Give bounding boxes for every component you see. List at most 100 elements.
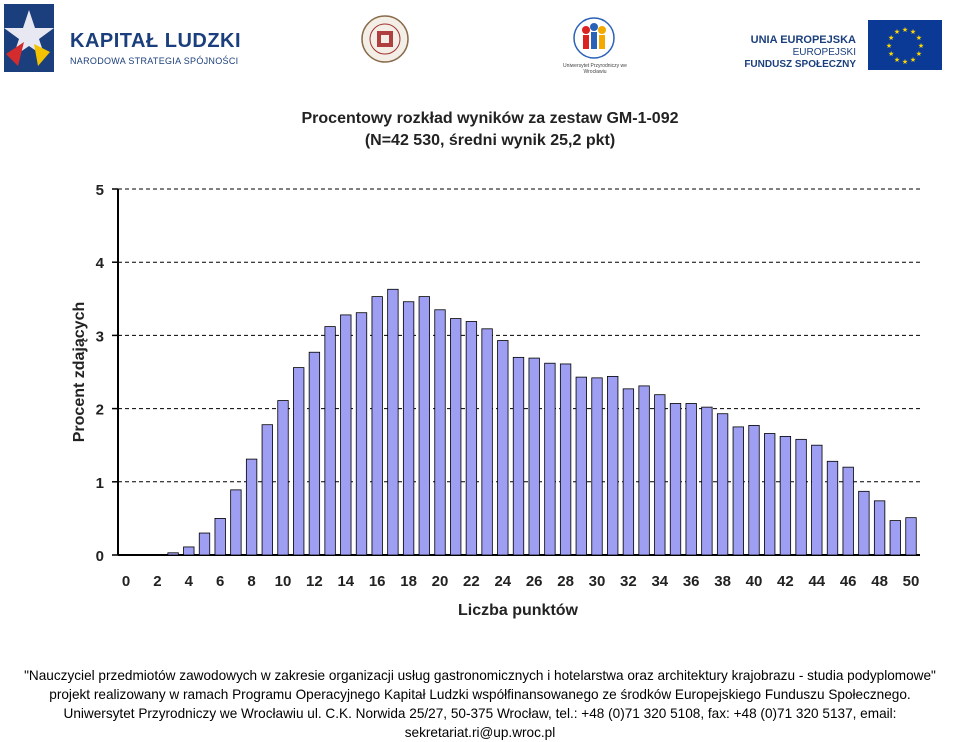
eu-line2: EUROPEJSKI: [792, 47, 856, 58]
bar-10: [277, 400, 289, 556]
bar-32: [622, 388, 635, 556]
footer-line4: sekretariat.ri@up.wroc.pl: [404, 725, 556, 740]
x-tick-label: 12: [306, 573, 323, 590]
x-tick-label: 46: [840, 573, 857, 590]
eu-star-icon: ★: [886, 42, 892, 50]
eu-line3: FUNDUSZ SPOŁECZNY: [744, 59, 856, 70]
footer-line3: Uniwersytet Przyrodniczy we Wrocławiu ul…: [63, 706, 897, 721]
bar-9: [261, 424, 273, 556]
kapital-ludzki-star-icon: [4, 4, 54, 72]
bar-12: [308, 351, 321, 556]
x-tick-label: 8: [247, 573, 255, 590]
bar-46: [842, 466, 854, 556]
y-tick-label: 4: [96, 255, 105, 272]
bar-15: [355, 312, 368, 556]
bar-34: [654, 394, 666, 556]
eu-star-icon: ★: [916, 50, 922, 58]
bar-47: [858, 490, 870, 556]
eu-star-icon: ★: [902, 26, 908, 34]
bar-21: [450, 318, 462, 556]
people-icon: [573, 17, 615, 59]
logo-bar: KAPITAŁ LUDZKI NARODOWA STRATEGIA SPÓJNO…: [0, 0, 960, 80]
eu-star-icon: ★: [894, 56, 900, 64]
kapital-ludzki-logo: KAPITAŁ LUDZKI NARODOWA STRATEGIA SPÓJNO…: [4, 4, 254, 74]
x-tick-label: 16: [369, 573, 386, 590]
bar-18: [402, 301, 415, 556]
y-tick-label: 2: [96, 402, 104, 419]
eu-star-icon: ★: [894, 28, 900, 36]
bar-45: [826, 460, 839, 556]
x-tick-label: 20: [432, 573, 449, 590]
bar-27: [544, 362, 556, 556]
x-tick-label: 14: [337, 573, 354, 590]
footer: "Nauczyciel przedmiotów zawodowych w zak…: [0, 666, 960, 742]
bar-26: [528, 357, 540, 556]
bar-33: [638, 385, 650, 556]
x-tick-label: 18: [400, 573, 417, 590]
bar-22: [465, 321, 478, 556]
bar-37: [701, 406, 713, 556]
x-tick-label: 24: [494, 573, 511, 590]
y-tick-label: 3: [96, 328, 104, 345]
chart-title: Procentowy rozkład wyników za zestaw GM-…: [301, 110, 679, 127]
kapital-ludzki-subtitle: NARODOWA STRATEGIA SPÓJNOŚCI: [70, 56, 239, 66]
university-seal-logo: [360, 14, 410, 64]
bar-40: [748, 425, 760, 556]
bar-38: [716, 413, 729, 556]
bar-7: [230, 489, 242, 556]
seal-icon: [361, 15, 409, 63]
bar-23: [481, 328, 493, 556]
x-tick-label: 36: [683, 573, 700, 590]
eu-flag-icon: ★ ★ ★ ★ ★ ★ ★ ★ ★ ★ ★ ★: [868, 20, 942, 70]
bar-11: [293, 367, 305, 556]
x-tick-label: 50: [903, 573, 920, 590]
x-tick-label: 0: [122, 573, 130, 590]
bar-29: [575, 376, 587, 556]
y-tick-label: 0: [96, 548, 104, 565]
x-tick-label: 34: [651, 573, 668, 590]
footer-line1: "Nauczyciel przedmiotów zawodowych w zak…: [24, 668, 936, 683]
bar-8: [245, 458, 258, 556]
nauczyciel-logo: [552, 12, 636, 72]
x-tick-label: 42: [777, 573, 794, 590]
x-tick-label: 10: [275, 573, 292, 590]
bar-3: [167, 552, 179, 556]
bar-41: [764, 433, 776, 556]
eu-logo: UNIA EUROPEJSKA EUROPEJSKI FUNDUSZ SPOŁE…: [744, 8, 946, 72]
x-tick-label: 22: [463, 573, 480, 590]
bar-4: [183, 546, 195, 556]
x-tick-label: 48: [871, 573, 888, 590]
bar-20: [434, 309, 446, 556]
x-tick-label: 4: [185, 573, 194, 590]
bar-6: [214, 517, 226, 556]
bar-49: [889, 520, 901, 556]
bar-16: [371, 296, 383, 556]
eu-star-icon: ★: [918, 42, 924, 50]
footer-line2: projekt realizowany w ramach Programu Op…: [49, 687, 911, 702]
y-axis-label: Procent zdających: [71, 302, 88, 443]
x-tick-label: 44: [808, 573, 825, 590]
bar-44: [811, 444, 823, 556]
eu-star-icon: ★: [902, 58, 908, 66]
bar-31: [607, 375, 619, 556]
bar-5: [198, 532, 211, 556]
x-tick-label: 26: [526, 573, 543, 590]
x-tick-label: 28: [557, 573, 574, 590]
bar-43: [795, 438, 807, 556]
x-axis-label: Liczba punktów: [458, 602, 579, 619]
eu-line1: UNIA EUROPEJSKA: [750, 34, 856, 46]
bar-35: [669, 403, 682, 556]
bar-13: [324, 326, 336, 556]
eu-star-icon: ★: [916, 34, 922, 42]
y-tick-label: 5: [96, 182, 104, 199]
bar-39: [732, 426, 744, 556]
bar-25: [512, 356, 525, 556]
y-tick-label: 1: [96, 475, 104, 492]
bar-24: [497, 340, 509, 556]
bar-50: [905, 517, 917, 556]
eu-star-icon: ★: [910, 28, 916, 36]
x-tick-label: 40: [746, 573, 763, 590]
bar-19: [418, 296, 430, 556]
bar-14: [340, 314, 352, 556]
chart-subtitle: (N=42 530, średni wynik 25,2 pkt): [364, 132, 616, 149]
